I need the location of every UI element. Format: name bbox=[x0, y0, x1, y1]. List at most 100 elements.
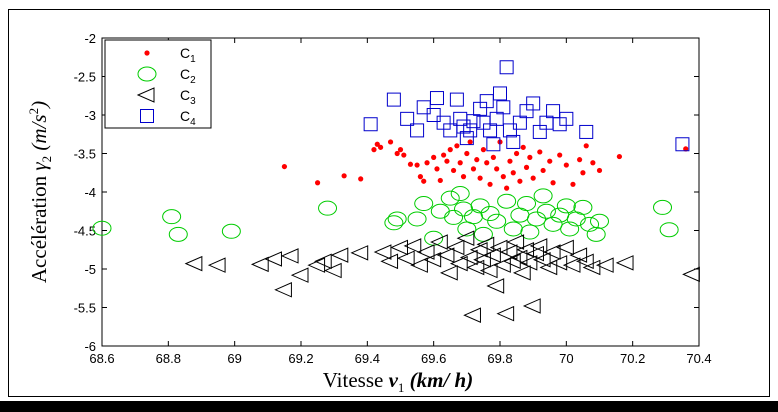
data-point-c4 bbox=[416, 100, 431, 115]
data-point-c3 bbox=[350, 245, 369, 261]
legend-marker bbox=[140, 109, 154, 123]
figure-frame bbox=[8, 9, 770, 397]
legend-label-sub: 4 bbox=[190, 117, 196, 128]
data-point-c3 bbox=[483, 247, 501, 263]
data-point-c4 bbox=[496, 100, 511, 115]
data-point-c3 bbox=[496, 305, 515, 322]
data-point-c3 bbox=[562, 257, 581, 273]
data-point-c3 bbox=[469, 241, 488, 258]
data-point-c3 bbox=[456, 230, 475, 246]
data-point-c2 bbox=[92, 220, 112, 236]
series-c3 bbox=[184, 230, 700, 323]
data-point-c2 bbox=[168, 226, 188, 242]
data-point-c3 bbox=[313, 253, 332, 270]
data-point-c2 bbox=[440, 190, 460, 206]
data-point-c4 bbox=[579, 124, 594, 139]
data-point-c3 bbox=[416, 244, 435, 260]
data-point-c1 bbox=[474, 157, 480, 163]
data-point-c3 bbox=[595, 257, 614, 273]
data-point-c2 bbox=[384, 215, 404, 231]
data-point-c1 bbox=[417, 174, 423, 180]
data-point-c3 bbox=[542, 244, 561, 260]
data-point-c4 bbox=[506, 134, 521, 149]
data-point-c1 bbox=[563, 162, 569, 168]
data-point-c3 bbox=[506, 234, 525, 250]
data-point-c3 bbox=[463, 307, 481, 323]
data-point-c3 bbox=[615, 255, 634, 271]
data-point-c1 bbox=[480, 147, 487, 153]
data-point-c3 bbox=[264, 251, 282, 267]
x-tick-label: 69.6 bbox=[421, 351, 446, 366]
x-axis-label-main: Vitesse bbox=[323, 368, 389, 392]
data-point-c1 bbox=[590, 160, 596, 166]
data-point-c1 bbox=[371, 147, 377, 153]
data-point-c3 bbox=[522, 298, 541, 314]
data-point-c2 bbox=[659, 222, 679, 238]
data-point-c1 bbox=[454, 143, 460, 149]
data-point-c1 bbox=[447, 147, 453, 153]
bottom-bar bbox=[0, 401, 778, 412]
data-point-c2 bbox=[497, 193, 517, 209]
data-point-c3 bbox=[489, 239, 508, 256]
data-point-c1 bbox=[583, 143, 589, 149]
data-point-c1 bbox=[441, 152, 447, 158]
data-point-c2 bbox=[162, 209, 182, 225]
legend-item-c4: C4 bbox=[140, 108, 196, 128]
data-point-c4 bbox=[479, 94, 494, 109]
data-point-c1 bbox=[401, 152, 407, 158]
data-point-c2 bbox=[556, 198, 576, 214]
data-point-c1 bbox=[596, 167, 603, 174]
legend-label: C1 bbox=[180, 45, 196, 65]
data-point-c3 bbox=[519, 255, 538, 271]
legend-item-c1: C1 bbox=[144, 45, 196, 65]
x-axis-label-var: v bbox=[389, 368, 399, 392]
data-point-c1 bbox=[523, 164, 530, 170]
legend-label-main: C bbox=[180, 66, 190, 82]
legend-label: C3 bbox=[180, 87, 196, 107]
data-point-c1 bbox=[394, 150, 400, 157]
data-point-c3 bbox=[486, 278, 505, 294]
data-point-c1 bbox=[407, 161, 414, 167]
legend-item-c2: C2 bbox=[137, 66, 196, 86]
data-point-c4 bbox=[493, 86, 507, 101]
x-axis-label-sub: 1 bbox=[398, 380, 405, 395]
data-point-c1 bbox=[467, 139, 473, 145]
x-axis-label: Vitesse v1 (km/ h) bbox=[323, 368, 473, 395]
data-point-c3 bbox=[440, 265, 458, 281]
data-point-c1 bbox=[616, 153, 623, 160]
data-point-c1 bbox=[527, 154, 533, 160]
y-axis-label-unit-open: (m/s bbox=[27, 114, 51, 155]
data-point-c2 bbox=[387, 211, 407, 227]
data-point-c1 bbox=[437, 177, 443, 184]
x-tick-label: 69.2 bbox=[288, 351, 313, 366]
data-point-c1 bbox=[281, 163, 288, 170]
data-point-c3 bbox=[330, 247, 349, 263]
legend-box bbox=[104, 39, 212, 129]
data-point-c1 bbox=[460, 174, 467, 180]
y-axis-label: Accélération γ2 (m/s2) bbox=[26, 101, 54, 283]
data-point-c4 bbox=[675, 137, 690, 152]
data-point-c1 bbox=[513, 150, 520, 157]
data-point-c1 bbox=[470, 166, 477, 172]
data-point-c3 bbox=[323, 262, 342, 279]
data-point-c3 bbox=[459, 249, 478, 266]
data-point-c4 bbox=[449, 92, 464, 107]
x-tick-label: 69.8 bbox=[487, 351, 512, 366]
data-point-c2 bbox=[653, 199, 673, 215]
x-tick-label: 68.8 bbox=[156, 351, 181, 366]
data-point-c3 bbox=[575, 253, 594, 270]
data-point-c2 bbox=[560, 221, 580, 237]
data-point-c4 bbox=[559, 111, 574, 126]
data-point-c3 bbox=[403, 238, 422, 254]
series-c4 bbox=[363, 60, 690, 152]
data-point-c4 bbox=[386, 92, 401, 107]
data-point-c3 bbox=[449, 255, 468, 272]
data-point-c1 bbox=[557, 152, 563, 158]
data-point-c3 bbox=[582, 259, 601, 276]
data-point-c2 bbox=[414, 196, 434, 212]
data-point-c1 bbox=[457, 160, 463, 166]
data-point-c3 bbox=[509, 249, 528, 266]
data-point-c1 bbox=[358, 176, 364, 182]
data-point-c3 bbox=[396, 250, 415, 266]
